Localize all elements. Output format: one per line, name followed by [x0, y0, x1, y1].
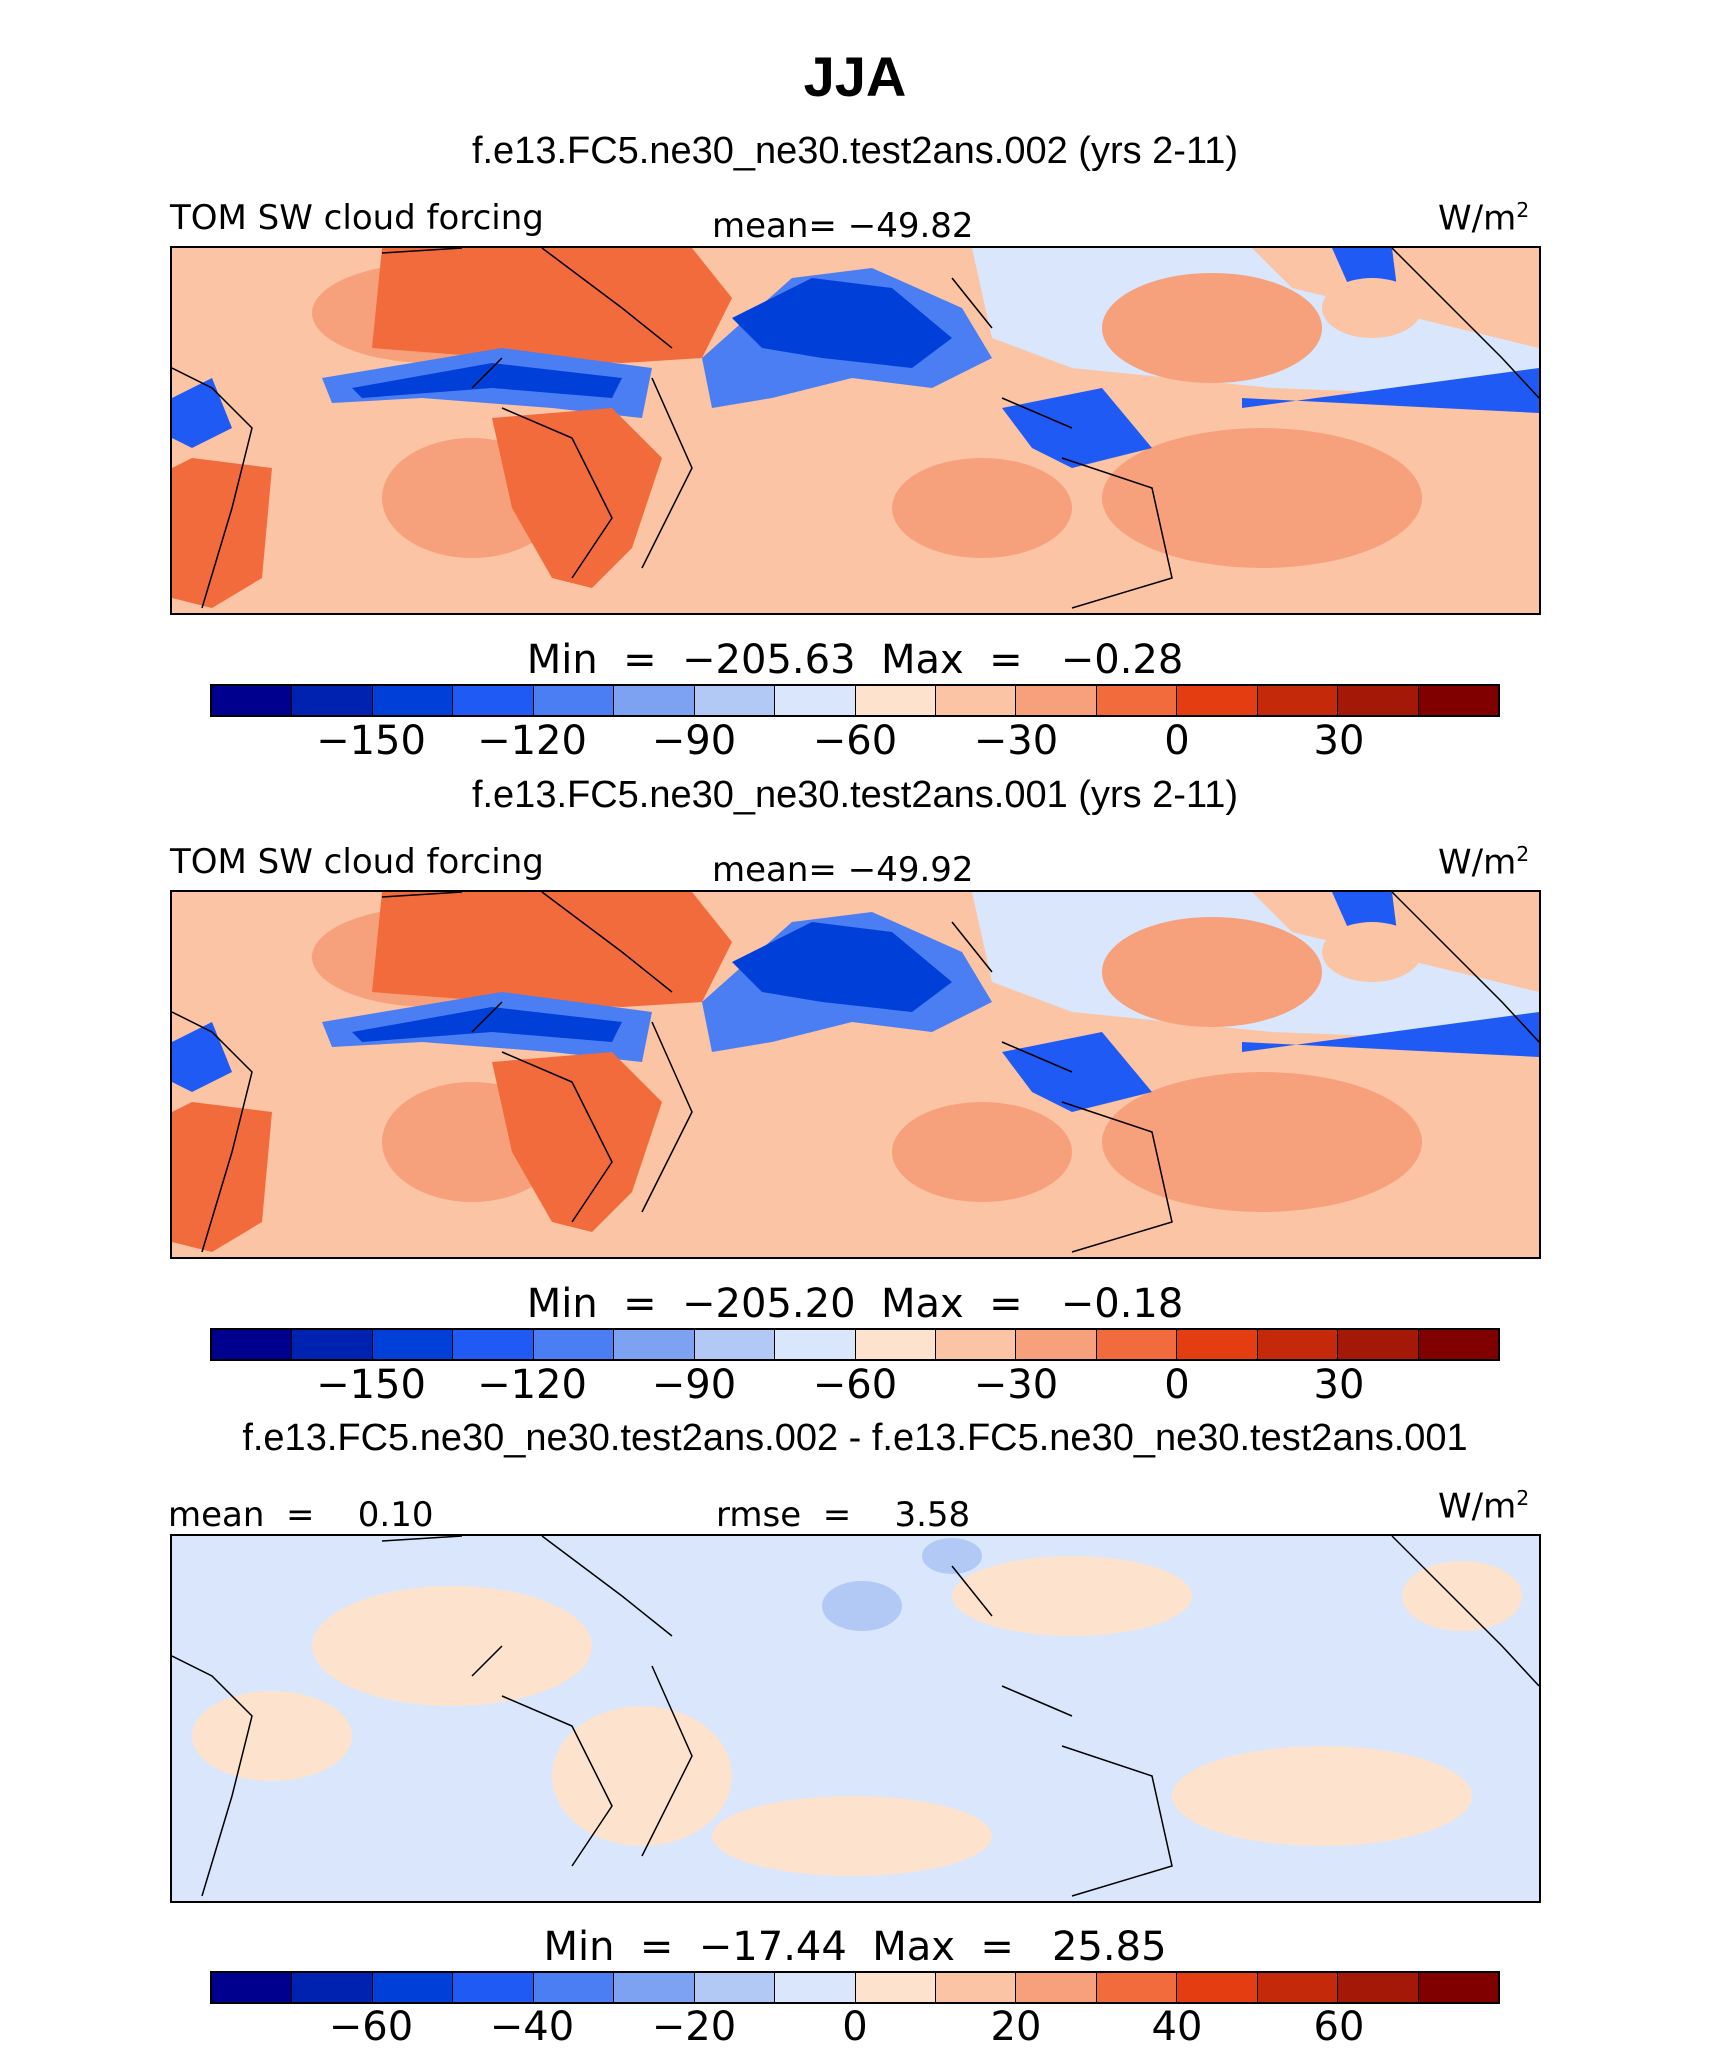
tick-label: −40: [489, 2004, 575, 2050]
colorbar-swatch: [1177, 1330, 1258, 1359]
panel-1-colorbar-ticks: −150 −120 −90 −60 −30 0 30: [0, 718, 1710, 768]
panel-1-map: [170, 246, 1541, 615]
tick-label: −90: [651, 718, 737, 764]
colorbar-swatch: [292, 1973, 373, 2002]
tick-label: −60: [812, 1362, 898, 1408]
colorbar-swatch: [935, 686, 1017, 715]
colorbar-swatch: [694, 1330, 776, 1359]
panel-3-map: [170, 1534, 1541, 1903]
colorbar-swatch: [694, 686, 776, 715]
tick-label: 30: [1313, 1362, 1365, 1408]
tick-label: −120: [477, 1362, 587, 1408]
colorbar-swatch: [1257, 1973, 1339, 2002]
panel-3-units: W/m2: [1438, 1486, 1530, 1527]
tick-label: 30: [1313, 718, 1365, 764]
tick-label: −30: [973, 1362, 1059, 1408]
colorbar-swatch: [1016, 1330, 1097, 1359]
panel-3-subtitle: f.e13.FC5.ne30_ne30.test2ans.002 - f.e13…: [242, 1417, 1468, 1459]
colorbar-swatch: [775, 1973, 856, 2002]
colorbar-swatch: [855, 1330, 936, 1359]
colorbar-swatch: [533, 1330, 615, 1359]
colorbar-swatch: [372, 686, 454, 715]
tick-label: 40: [1151, 2004, 1203, 2050]
colorbar-swatch: [1418, 1330, 1498, 1359]
colorbar-swatch: [372, 1973, 454, 2002]
colorbar-swatch: [1016, 1973, 1097, 2002]
tick-label: −150: [316, 1362, 426, 1408]
panel-2-colorbar: [210, 1328, 1500, 1361]
colorbar-swatch: [614, 1973, 695, 2002]
colorbar-swatch: [1177, 1973, 1258, 2002]
panel-1-units: W/m2: [1438, 198, 1530, 239]
tick-label: −30: [973, 718, 1059, 764]
panel-1-map-plot: [172, 248, 1539, 613]
panel-1-min-max: Min = −205.63 Max = −0.28: [526, 637, 1184, 683]
colorbar-swatch: [935, 1973, 1017, 2002]
colorbar-swatch: [1096, 686, 1178, 715]
page-title: JJA: [803, 45, 907, 108]
tick-label: 0: [842, 2004, 868, 2050]
colorbar-swatch: [855, 686, 936, 715]
panel-2-colorbar-ticks: −150 −120 −90 −60 −30 0 30: [0, 1362, 1710, 1412]
colorbar-swatch: [292, 1330, 373, 1359]
colorbar-swatch: [1257, 686, 1339, 715]
colorbar-swatch: [694, 1973, 776, 2002]
panel-2-map-plot: [172, 892, 1539, 1257]
colorbar-swatch: [533, 1973, 615, 2002]
colorbar-swatch: [1418, 686, 1498, 715]
panel-1-mean-label: mean= −49.82: [712, 206, 974, 246]
panel-3-colorbar: [210, 1971, 1500, 2004]
colorbar-swatch: [212, 1973, 293, 2002]
tick-label: 0: [1164, 1362, 1190, 1408]
colorbar-swatch: [1096, 1973, 1178, 2002]
tick-label: 0: [1164, 718, 1190, 764]
tick-label: −90: [651, 1362, 737, 1408]
colorbar-swatch: [1257, 1330, 1339, 1359]
panel-3-rmse-label: rmse = 3.58: [716, 1495, 971, 1535]
colorbar-swatch: [1338, 1330, 1419, 1359]
colorbar-swatch: [533, 686, 615, 715]
panel-1-subtitle: f.e13.FC5.ne30_ne30.test2ans.002 (yrs 2-…: [471, 130, 1239, 172]
colorbar-swatch: [614, 686, 695, 715]
colorbar-swatch: [775, 686, 856, 715]
panel-3-mean-label: mean = 0.10: [168, 1495, 434, 1535]
colorbar-swatch: [1177, 686, 1258, 715]
colorbar-swatch: [453, 686, 534, 715]
panel-2-units: W/m2: [1438, 842, 1530, 883]
tick-label: −120: [477, 718, 587, 764]
tick-label: −150: [316, 718, 426, 764]
colorbar-swatch: [614, 1330, 695, 1359]
colorbar-swatch: [212, 1330, 293, 1359]
panel-3-min-max: Min = −17.44 Max = 25.85: [543, 1924, 1167, 1970]
tick-label: 20: [990, 2004, 1042, 2050]
panel-1-colorbar: [210, 684, 1500, 717]
panel-3-colorbar-ticks: −60 −40 −20 0 20 40 60: [0, 2004, 1710, 2054]
panel-3-map-plot: [172, 1536, 1539, 1901]
colorbar-swatch: [775, 1330, 856, 1359]
panel-2-min-max: Min = −205.20 Max = −0.18: [526, 1281, 1184, 1327]
colorbar-swatch: [372, 1330, 454, 1359]
tick-label: −60: [812, 718, 898, 764]
colorbar-swatch: [1338, 1973, 1419, 2002]
colorbar-swatch: [855, 1973, 936, 2002]
colorbar-swatch: [292, 686, 373, 715]
colorbar-swatch: [453, 1330, 534, 1359]
panel-2-map: [170, 890, 1541, 1259]
panel-2-subtitle: f.e13.FC5.ne30_ne30.test2ans.001 (yrs 2-…: [471, 774, 1239, 816]
tick-label: −60: [328, 2004, 414, 2050]
colorbar-swatch: [1096, 1330, 1178, 1359]
panel-2-variable-label: TOM SW cloud forcing: [170, 842, 544, 882]
colorbar-swatch: [1338, 686, 1419, 715]
colorbar-swatch: [935, 1330, 1017, 1359]
colorbar-swatch: [1418, 1973, 1498, 2002]
panel-1-variable-label: TOM SW cloud forcing: [170, 198, 544, 238]
panel-2-mean-label: mean= −49.92: [712, 850, 974, 890]
colorbar-swatch: [212, 686, 293, 715]
tick-label: 60: [1313, 2004, 1365, 2050]
tick-label: −20: [651, 2004, 737, 2050]
colorbar-swatch: [453, 1973, 534, 2002]
colorbar-swatch: [1016, 686, 1097, 715]
